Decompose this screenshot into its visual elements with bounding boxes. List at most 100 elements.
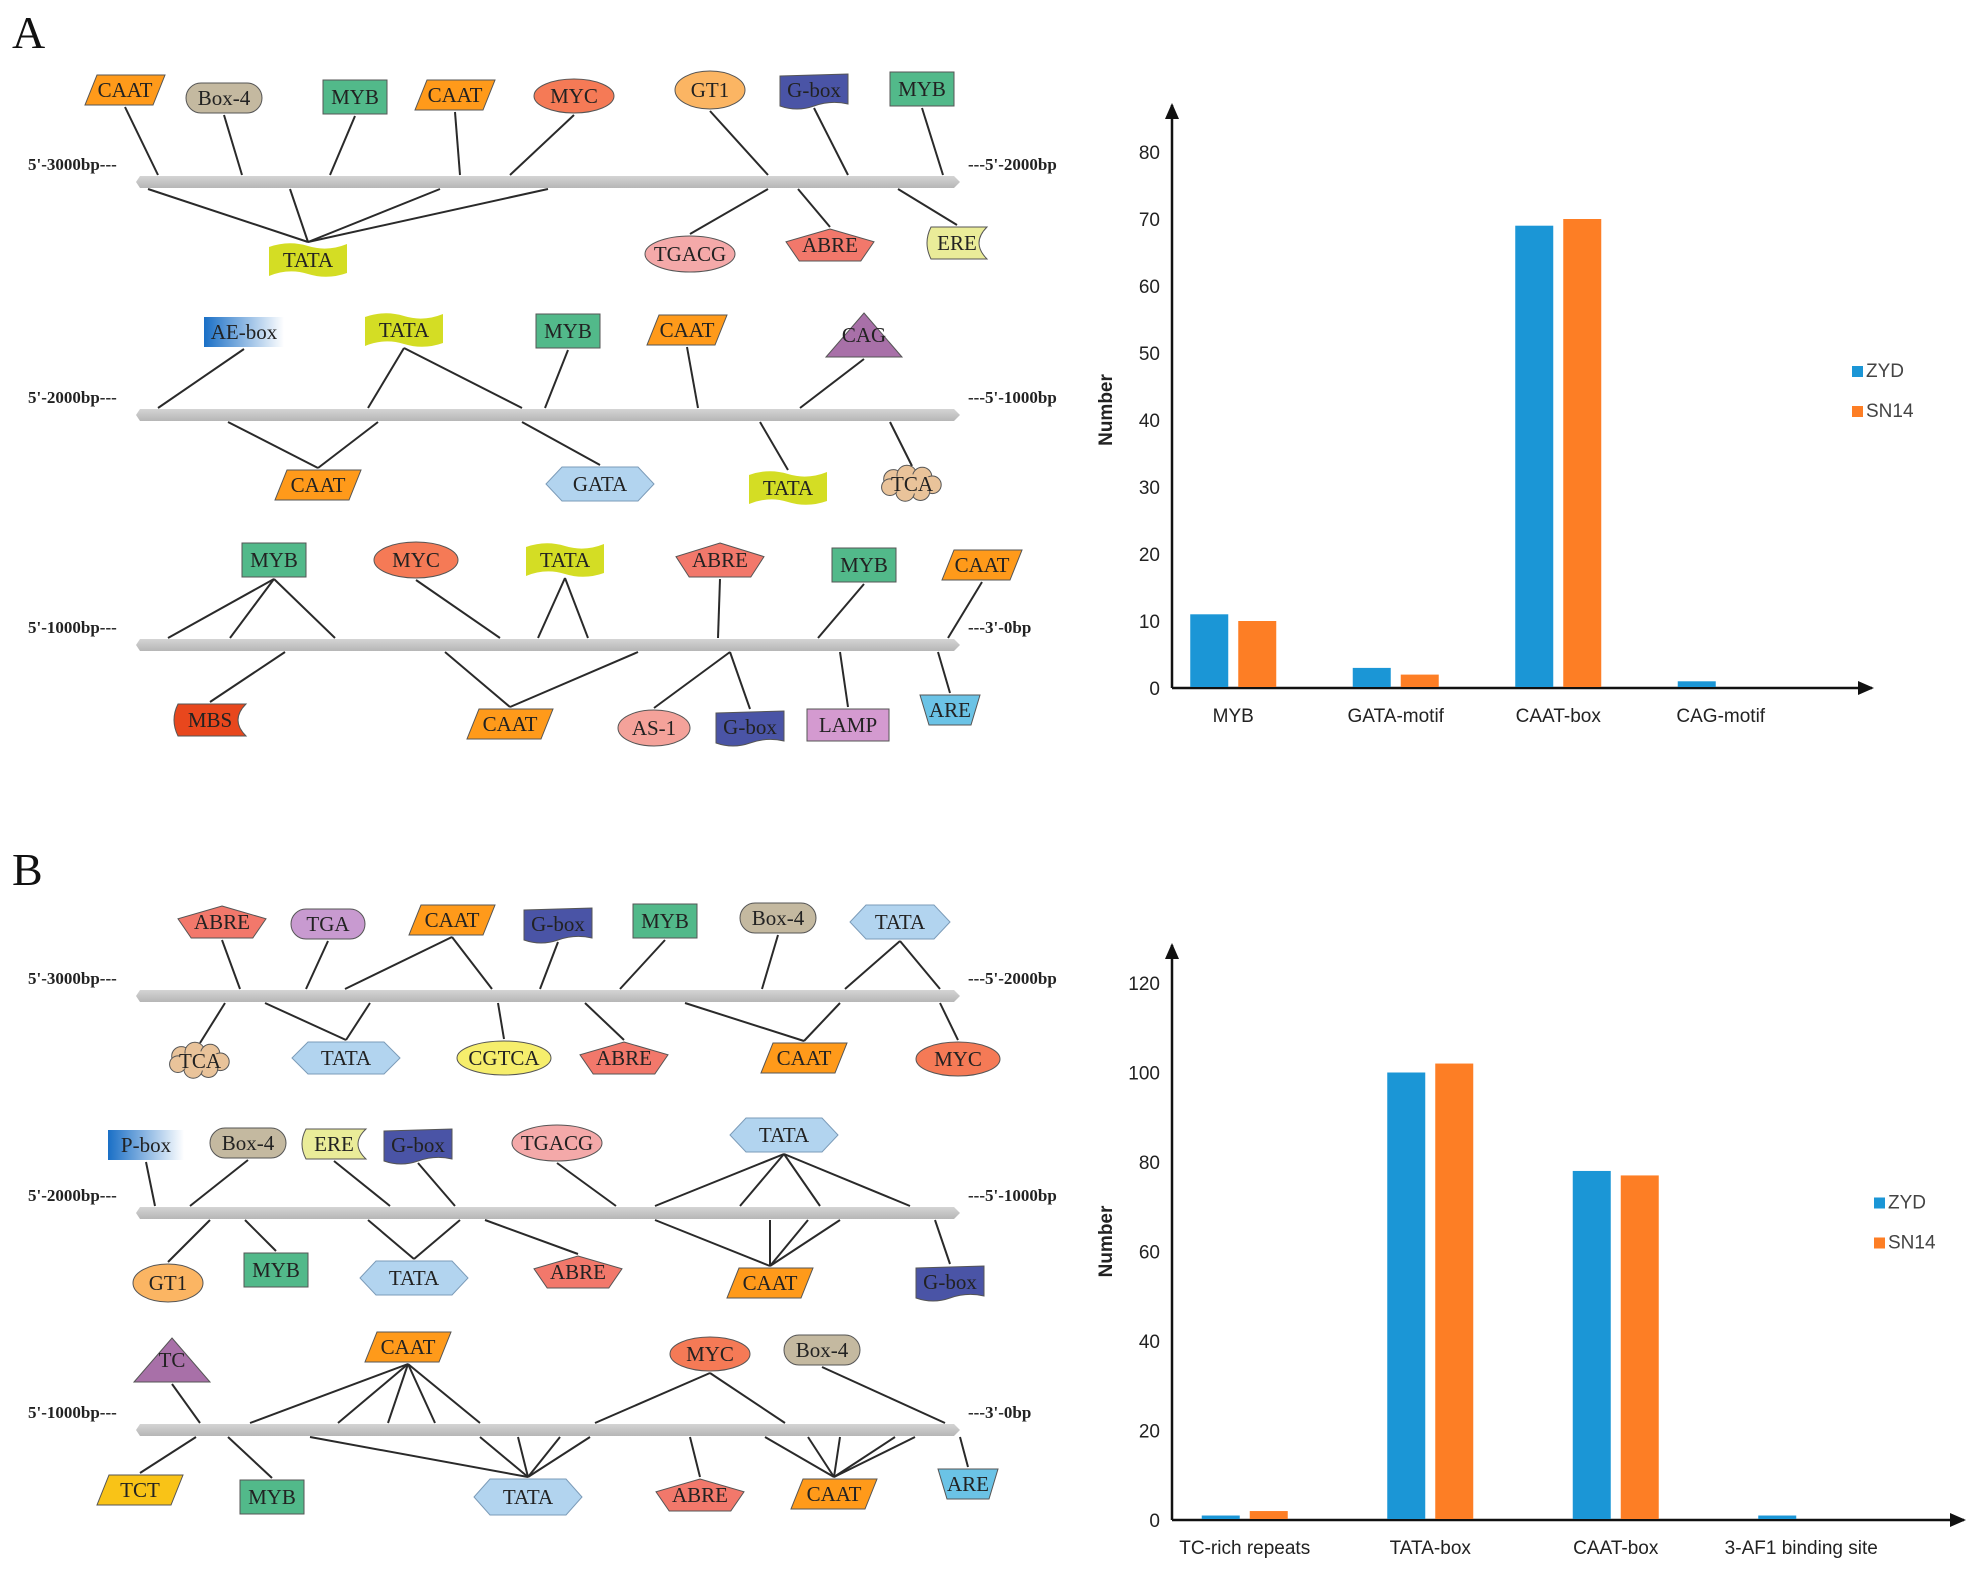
panel-b-row-1-below-motif-3-oval (456, 1040, 552, 1076)
panel-a-row-3-above-motif-5-connector (817, 583, 865, 639)
panel-b-row-2-above-motif-2-box (209, 1127, 287, 1159)
panel-b-row-2-above-motif-6-connector (739, 1153, 785, 1207)
panel-a-row-1-below-motif-1-connector (289, 188, 309, 243)
panel-b-row-1-below-motif-5: CAAT (760, 1042, 848, 1074)
panel-a-row-3-above-motif-1: MYB (241, 542, 307, 578)
panel-a-row-3-below-motif-5: LAMP (806, 708, 890, 742)
panel-b-row-1-above-motif-5: MYB (632, 903, 698, 939)
panel-b-row-1-below-motif-2-connector (345, 1002, 371, 1041)
panel-a-row-3-above-motif-5-label: MYB (840, 553, 888, 577)
panel-b-row-1-above-motif-3-connector (344, 936, 453, 990)
panel-a-row-3-below-motif-3-connector (653, 651, 731, 709)
y-axis-arrow-icon (1165, 943, 1179, 959)
panel-a-row-2-above-motif-3-box (535, 313, 601, 349)
panel-b-row-1-above-motif-4-flag (523, 907, 593, 944)
panel-a-row-2-end-label: ---5'-1000bp (968, 388, 1057, 407)
panel-b-row-1-below-motif-4-label: ABRE (596, 1046, 652, 1070)
panel-a-row-1-below-motif-1-label: TATA (283, 248, 334, 272)
panel-a-row-2-above-motif-1-box (204, 317, 284, 347)
panel-b-row-2-start-label: 5'-2000bp--- (28, 1186, 117, 1205)
panel-a-row-3-above-motif-2-label: MYC (392, 548, 440, 572)
panel-b-row-1-above-motif-7-connector (899, 940, 941, 990)
panel-a-row-3-above-motif-4-label: ABRE (692, 548, 748, 572)
panel-a-row-3-below-motif-2: CAAT (466, 708, 554, 740)
panel-b-row-3-above-motif-3-connector (594, 1372, 711, 1424)
panel-b-row-1-above-motif-3: CAAT (408, 904, 496, 936)
panel-letter: A (12, 7, 45, 58)
panel-b-row-3-above-motif-1-connector (171, 1383, 201, 1424)
panel-a-row-2-below-motif-1: CAAT (274, 469, 362, 501)
panel-b-row-3-below-motif-6-connector (959, 1436, 969, 1468)
panel-a-row-1-above-motif-4-connector (454, 111, 461, 176)
x-axis-arrow-icon (1858, 681, 1874, 695)
panel-a-row-1-below-motif-2: TGACG (644, 235, 736, 273)
panel-b-row-1-above-motif-3-connector (451, 936, 493, 990)
panel-b-row-3-below-motif-5-label: CAAT (807, 1482, 862, 1506)
panel-b-row-2-above-motif-5-oval (511, 1124, 603, 1162)
panel-b-row-1-above-motif-7: TATA (849, 904, 951, 940)
panel-b-row-1-above-motif-3-parallelogram (408, 904, 496, 936)
panel-a-row-2-above-motif-3-label: MYB (544, 319, 592, 343)
panel-b-row-3-below-motif-3-connector (527, 1436, 561, 1478)
panel-a-row-1-above-motif-1: CAAT (84, 74, 166, 106)
panel-a-row-2-above-motif-5-connector (799, 358, 865, 409)
panel-b-row-3-below-motif-1-connector (139, 1436, 197, 1474)
panel-b-row-2-above-motif-1-box (108, 1130, 184, 1160)
panel-a-row-3-above-motif-4: ABRE (675, 542, 765, 578)
panel-b-row-3-below-motif-1-label: TCT (120, 1478, 160, 1502)
panel-b-row-2-below-motif-4-pentagon (533, 1255, 623, 1289)
panel-b-row-1-below-motif-1: TCA (169, 1041, 230, 1079)
panel-b-row-3-above-motif-2-connector (407, 1363, 436, 1424)
panel-a-row-3-above-motif-1-connector (229, 578, 275, 639)
panel-a-row-3-above-motif-6: CAAT (941, 549, 1023, 581)
panel-a-row-1-above-motif-6-connector (709, 110, 769, 176)
y-tick-label: 20 (1139, 1422, 1160, 1443)
panel-b-row-3-start-label: 5'-1000bp--- (28, 1403, 117, 1422)
panel-b-row-3-above-motif-2-label: CAAT (381, 1335, 436, 1359)
panel-b-row-2-above-motif-6-connector (783, 1153, 821, 1207)
panel-a-row-1-above-motif-7-label: G-box (787, 78, 841, 102)
legend-label-sn14: SN14 (1888, 1233, 1936, 1254)
panel-a-row-3-above-motif-5-box (831, 547, 897, 583)
bar-zyd-1 (1201, 1515, 1240, 1519)
panel-b-row-3-below-motif-1-parallelogram (96, 1474, 184, 1506)
panel-a-row-3-above-motif-6-label: CAAT (955, 553, 1010, 577)
panel-a-row-3-below-motif-3: AS-1 (617, 709, 691, 747)
panel-b-row-2-below-motif-2-box (243, 1252, 309, 1288)
panel-a-row-1-above-motif-8-box (889, 71, 955, 107)
panel-b-row-2-below-motif-4-connector (484, 1219, 579, 1255)
panel-a-row-1-above-motif-3: MYB (322, 79, 388, 115)
bar-zyd-2 (1352, 667, 1391, 687)
panel-b-row-3-below-motif-3-connector (527, 1436, 591, 1478)
y-tick-label: 0 (1149, 679, 1160, 700)
panel-b-row-1-above-motif-5-label: MYB (641, 909, 689, 933)
panel-a-row-1-above-motif-3-box (322, 79, 388, 115)
bar-zyd-1 (1190, 614, 1229, 687)
panel-a-row-3-above-motif-2-connector (415, 579, 501, 639)
panel-b-row-1-below-motif-6: MYC (915, 1041, 1001, 1077)
panel-a-row-2-above-motif-4-connector (686, 346, 699, 409)
panel-b-row-3-below-motif-1: TCT (96, 1474, 184, 1506)
panel-a-row-1-above-motif-3-label: MYB (331, 85, 379, 109)
y-tick-label: 80 (1139, 143, 1160, 164)
panel-b-row-1-above-motif-5-connector (619, 939, 666, 990)
y-tick-label: 50 (1139, 344, 1160, 365)
x-tick-label: 3-AF1 binding site (1725, 1538, 1878, 1559)
panel-b-row-1-below-motif-6-label: MYC (934, 1047, 982, 1071)
panel-b-row-2-above-motif-4: G-box (383, 1128, 453, 1165)
panel-a-row-1-above-motif-2-label: Box-4 (198, 86, 251, 110)
panel-a-row-3-below-motif-1-label: MBS (188, 708, 232, 732)
x-tick-label: CAAT-box (1516, 706, 1602, 727)
panel-a-row-2-below-motif-3: TATA (749, 471, 827, 505)
panel-a-row-3-below-motif-1-wave (173, 703, 248, 737)
panel-a-row-1-above-motif-4-label: CAAT (428, 83, 483, 107)
panel-b-row-1-above-motif-7-connector (844, 940, 901, 990)
legend-swatch-sn14 (1852, 406, 1863, 417)
panel-b-row-1-below-motif-4-pentagon (579, 1041, 669, 1075)
panel-a-row-3-below-motif-3-oval (617, 709, 691, 747)
panel-b-row-1-below-motif-5-connector (684, 1002, 805, 1042)
panel-b-row-3-above-motif-3-oval (669, 1336, 751, 1372)
panel-b-row-2-above-motif-5: TGACG (511, 1124, 603, 1162)
panel-b-row-2-below-motif-6-flag (915, 1265, 985, 1302)
panel-a-row-3-below-motif-4: G-box (715, 710, 785, 747)
